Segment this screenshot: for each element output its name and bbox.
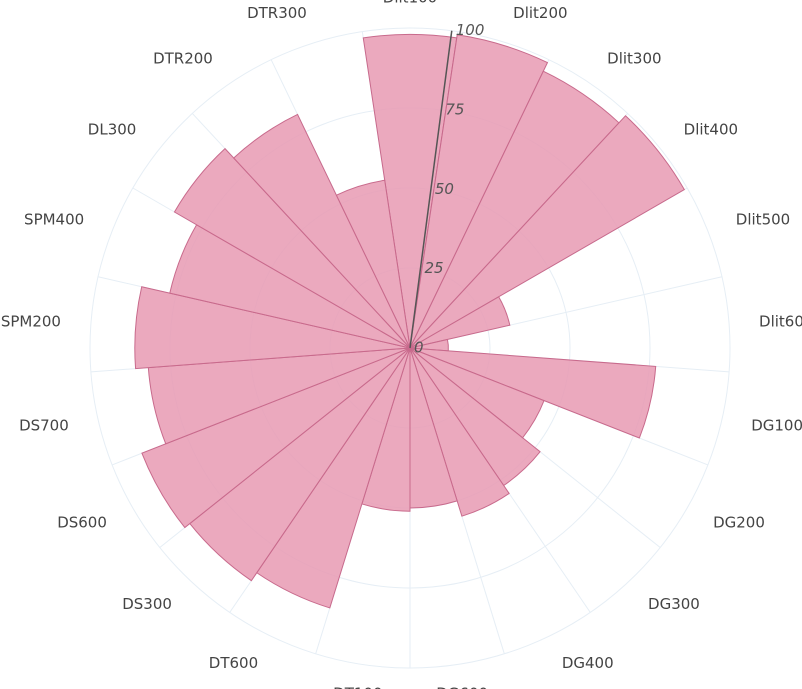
category-label: DS700 <box>19 416 69 434</box>
category-label: DS300 <box>122 595 172 613</box>
category-label: DT100 <box>333 685 382 689</box>
category-label: Dlit400 <box>684 120 738 138</box>
category-label: DTR200 <box>153 49 213 67</box>
wedge <box>335 179 411 349</box>
category-label: DTR300 <box>247 4 307 22</box>
wedge <box>409 34 549 349</box>
category-label: Dlit600 <box>759 312 802 330</box>
r-tick-label: 75 <box>445 101 464 119</box>
category-label: DG600 <box>436 685 488 689</box>
radial-axis <box>409 30 453 349</box>
category-label: Dlit200 <box>513 4 567 22</box>
category-label: SPM200 <box>1 312 61 330</box>
category-label: DL300 <box>88 120 137 138</box>
wedge <box>134 286 411 370</box>
category-label: Dlit100 <box>383 0 437 7</box>
category-label: Dlit500 <box>736 211 790 229</box>
category-label: DG200 <box>713 514 765 532</box>
category-label: SPM400 <box>24 211 84 229</box>
wedge <box>409 347 657 439</box>
wedge <box>409 347 510 517</box>
wedge <box>232 113 411 349</box>
r-tick-label: 25 <box>424 259 443 277</box>
wedge <box>409 115 686 349</box>
category-label: DG300 <box>648 595 700 613</box>
category-label: DT600 <box>209 654 258 672</box>
wedge <box>141 347 411 529</box>
wedge <box>409 296 511 349</box>
category-label: DG400 <box>562 654 614 672</box>
category-label: DG100 <box>751 416 802 434</box>
wedge <box>173 147 411 349</box>
category-label: DS600 <box>57 514 107 532</box>
r-tick-label: 50 <box>435 180 454 198</box>
r-tick-label: 0 <box>414 339 424 357</box>
r-tick-label: 100 <box>456 21 485 39</box>
category-label: Dlit300 <box>607 49 661 67</box>
